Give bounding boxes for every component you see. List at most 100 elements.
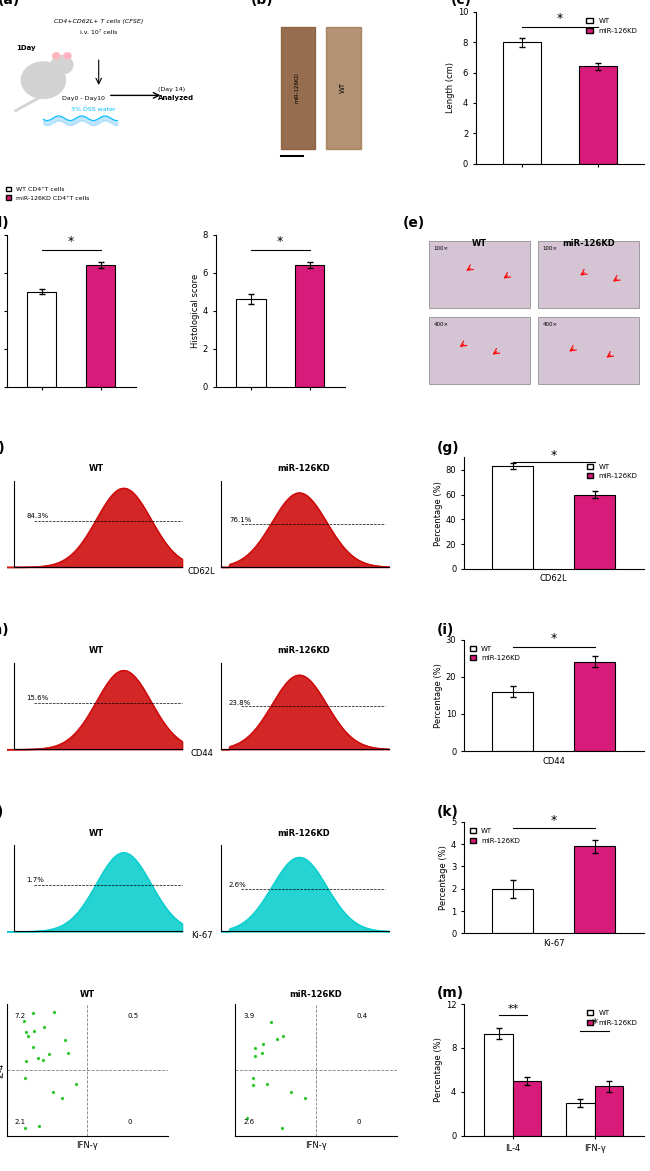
Point [248, 1076, 259, 1095]
Y-axis label: IL-4: IL-4 [0, 1062, 5, 1077]
Point [37, 1050, 47, 1069]
Text: (b): (b) [250, 0, 273, 7]
Bar [429, 240, 530, 308]
Point [300, 1088, 310, 1107]
Point [250, 1039, 261, 1057]
Point [266, 1013, 276, 1032]
Text: 84.3%: 84.3% [26, 513, 48, 519]
Text: miR-126KD: miR-126KD [277, 829, 330, 837]
Bar [578, 67, 617, 164]
Legend: WT, miR-126KD: WT, miR-126KD [467, 643, 523, 664]
Text: miR-126KD: miR-126KD [562, 239, 615, 248]
X-axis label: IFN-γ: IFN-γ [305, 1142, 327, 1150]
X-axis label: CD62L: CD62L [540, 575, 567, 583]
Text: 400×: 400× [543, 322, 558, 327]
Text: miR-126KD: miR-126KD [277, 464, 330, 473]
Text: 100×: 100× [434, 246, 448, 251]
Point [28, 1038, 38, 1056]
Point [28, 1004, 38, 1022]
Point [44, 1045, 54, 1063]
Text: (m): (m) [437, 986, 464, 1000]
Point [49, 1004, 59, 1022]
Point [250, 1047, 260, 1066]
Text: WT: WT [472, 239, 487, 248]
Text: (h): (h) [0, 623, 10, 637]
Text: 100×: 100× [543, 246, 558, 251]
X-axis label: IFN-γ: IFN-γ [77, 1142, 98, 1150]
Text: WT: WT [88, 464, 104, 473]
Text: 0.5: 0.5 [128, 1013, 139, 1019]
Text: *: * [551, 632, 557, 645]
Text: 0.4: 0.4 [356, 1013, 367, 1019]
Point [248, 1069, 259, 1088]
Y-axis label: Histological score: Histological score [190, 274, 200, 348]
Text: 23.8%: 23.8% [229, 699, 252, 706]
Text: miR-126KD: miR-126KD [294, 73, 300, 103]
Point [277, 1118, 287, 1137]
Text: 76.1%: 76.1% [229, 518, 252, 523]
Circle shape [64, 53, 71, 59]
Text: miR-126KD: miR-126KD [290, 991, 343, 999]
X-axis label: CD44: CD44 [542, 756, 565, 766]
Text: WT: WT [339, 82, 345, 94]
Point [278, 1027, 288, 1046]
Text: (Day 14): (Day 14) [158, 87, 185, 91]
Point [258, 1035, 268, 1054]
Text: (c): (c) [450, 0, 472, 7]
Text: 0: 0 [356, 1119, 361, 1125]
Legend: WT CD4⁺T cells, miR-126KD CD4⁺T cells: WT CD4⁺T cells, miR-126KD CD4⁺T cells [10, 238, 110, 259]
Point [63, 1043, 73, 1062]
Bar [502, 42, 541, 164]
Text: (k): (k) [437, 806, 459, 820]
Point [23, 1027, 34, 1046]
Circle shape [53, 53, 60, 59]
Point [285, 1082, 296, 1101]
Bar [27, 292, 57, 386]
Bar [429, 316, 530, 384]
Y-axis label: Percentage (%): Percentage (%) [434, 1038, 443, 1102]
X-axis label: Ki-67: Ki-67 [543, 939, 564, 947]
Bar [566, 1103, 595, 1136]
Text: Analyzed: Analyzed [158, 95, 194, 101]
Bar [86, 265, 115, 386]
Text: **: ** [507, 1004, 519, 1014]
Text: Ki-67: Ki-67 [191, 931, 213, 940]
Text: 2.6: 2.6 [243, 1119, 254, 1125]
Point [29, 1022, 40, 1041]
Bar [574, 662, 615, 751]
Text: (g): (g) [437, 440, 460, 454]
Text: (f): (f) [0, 440, 6, 454]
Text: (e): (e) [402, 215, 425, 230]
Point [257, 1043, 267, 1062]
Bar [513, 1081, 541, 1136]
Point [20, 1069, 30, 1088]
Y-axis label: Percentage (%): Percentage (%) [434, 663, 443, 727]
Bar [236, 299, 265, 386]
Text: 400×: 400× [434, 322, 448, 327]
Text: *: * [551, 814, 557, 828]
Circle shape [21, 62, 66, 98]
Point [263, 1074, 273, 1093]
Point [21, 1022, 32, 1041]
Point [18, 1012, 29, 1030]
Text: *: * [68, 235, 74, 248]
Bar [493, 466, 533, 569]
Text: WT: WT [88, 646, 104, 656]
Text: 1.7%: 1.7% [26, 877, 44, 883]
Text: 15.6%: 15.6% [26, 694, 48, 701]
Legend: WT, miR-126KD: WT, miR-126KD [583, 15, 640, 36]
Text: *: * [551, 448, 557, 461]
Text: WT: WT [88, 829, 104, 837]
Point [33, 1049, 44, 1068]
Text: *: * [592, 1018, 597, 1030]
Bar [574, 494, 615, 569]
Text: WT: WT [80, 991, 95, 999]
Text: CD62L: CD62L [188, 567, 216, 575]
Text: miR-126KD: miR-126KD [277, 646, 330, 656]
Point [71, 1074, 81, 1093]
Text: (d): (d) [0, 215, 10, 230]
Y-axis label: Percentage (%): Percentage (%) [434, 480, 443, 546]
Text: i.v. 10⁷ cells: i.v. 10⁷ cells [80, 30, 118, 35]
Y-axis label: Length (cm): Length (cm) [446, 62, 455, 114]
Bar [484, 1034, 513, 1136]
